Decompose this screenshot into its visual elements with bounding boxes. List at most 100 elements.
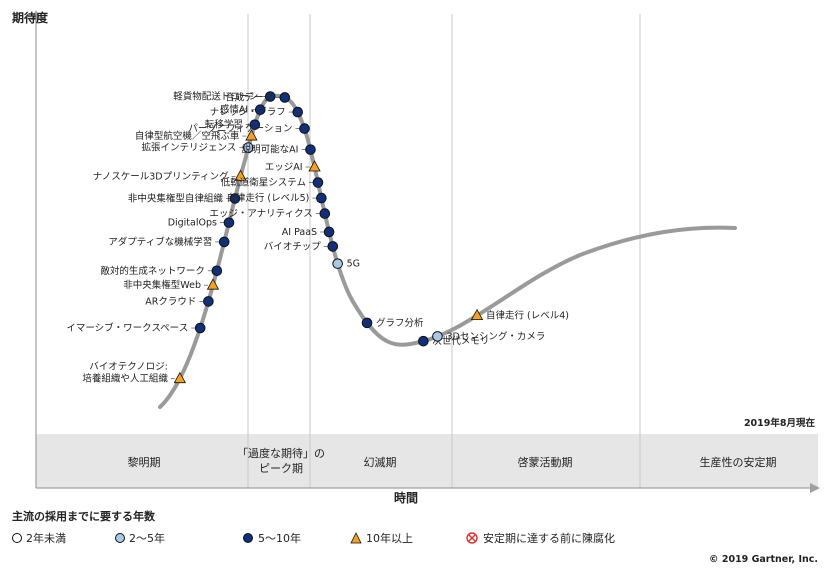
tech-label: AI PaaS (282, 227, 317, 238)
tech-marker-5to10 (254, 104, 266, 116)
tech-marker-5to10 (211, 265, 223, 277)
tech-marker-5to10 (249, 119, 261, 130)
tech-label: 3Dセンシング・カメラ (446, 330, 545, 342)
tech-item: 説明可能なAI (242, 144, 316, 156)
phase-dividers (247, 14, 641, 488)
phase-label-plateau: 生産性の安定期 (700, 455, 777, 469)
copyright: © 2019 Gartner, Inc. (709, 554, 818, 565)
tech-marker-5to10 (264, 91, 276, 102)
tech-marker-5to10 (194, 322, 206, 334)
tech-label: 説明可能なAI (242, 144, 299, 156)
tech-item: 3Dセンシング・カメラ (432, 330, 545, 342)
tech-item: ARクラウド (145, 296, 214, 307)
tech-label: 低軌道衛星システム (221, 177, 306, 189)
tech-item: ナレッジ・グラフ (210, 106, 304, 118)
tech-label: アダプティブな機械学習 (108, 236, 212, 248)
tech-item: 自律型航空機／空飛ぶ車 (135, 129, 258, 142)
x-axis-title: 時間 (394, 490, 418, 505)
tech-marker-5to10 (316, 192, 327, 204)
tech-marker-5to10 (203, 296, 214, 307)
tech-marker-5to10 (305, 144, 316, 155)
tech-item: 感情AI (220, 104, 266, 116)
tech-marker-gt10 (234, 169, 247, 181)
tech-label: 5G (347, 259, 360, 270)
tech-item: イマーシブ・ワークスペース (66, 322, 206, 334)
phase-label-trough: 幻滅期 (364, 456, 397, 469)
y-axis-arrow-icon (31, 10, 41, 20)
tech-label: ナノスケール3Dプリンティング (93, 170, 229, 182)
tech-marker-5to10 (223, 217, 235, 228)
tech-marker-gt10 (245, 129, 258, 141)
axes (31, 10, 820, 493)
technology-markers: バイオテクノロジ:培養組織や人工組織 イマーシブ・ワークスペース ARクラウド 非中央… (66, 91, 569, 385)
tech-label: 非中央集権型Web (123, 279, 201, 291)
tech-marker-2to5 (332, 258, 343, 269)
tech-label: 拡張インテリジェンス (141, 142, 236, 154)
tech-item: エッジ・アナリティクス (209, 208, 331, 220)
tech-label: 次世代メモリ (432, 335, 489, 347)
tech-item: アダプティブな機械学習 (108, 236, 230, 248)
phase-label-innovation: 黎明期 (128, 455, 161, 469)
tech-marker-5to10 (327, 241, 339, 252)
tech-label: エッジ・アナリティクス (209, 209, 312, 220)
tech-label: 非中央集権型自律組織 (128, 192, 224, 204)
tech-label: 転移学習 (205, 119, 243, 131)
tech-marker-5to10 (279, 92, 291, 103)
tech-label: 自律型航空機／空飛ぶ車 (135, 130, 240, 142)
tech-label: DigitalOps (168, 218, 217, 229)
tech-label: バイオテクノロジ:培養組織や人工組織 (82, 362, 168, 385)
tech-marker-5to10 (218, 236, 230, 248)
tech-item: DigitalOps (168, 217, 235, 229)
tech-item: AI PaaS (282, 226, 335, 238)
tech-label: 軽貨物配送ドローン (173, 91, 258, 103)
legend-marker-2to5 (115, 533, 125, 543)
tech-item: グラフ分析 (361, 317, 424, 329)
tech-item: バイオテクノロジ:培養組織や人工組織 (82, 362, 187, 385)
tech-marker-5to10 (229, 193, 241, 204)
tech-marker-5to10 (418, 335, 429, 347)
tech-marker-5to10 (319, 208, 331, 219)
tech-marker-gt10 (470, 308, 484, 321)
tech-item: 自律走行 (レベル5) (226, 192, 327, 204)
legend-marker-5to10 (243, 533, 253, 543)
legend-label-obsolete: 安定期に達する前に陳腐化 (483, 531, 615, 545)
tech-label: バイオチップ (264, 241, 322, 252)
tech-label: 自律走行 (レベル4) (486, 310, 569, 322)
tech-marker-gt10 (173, 371, 187, 384)
tech-label: イマーシブ・ワークスペース (66, 322, 188, 334)
tech-item: エッジAI (265, 160, 321, 173)
phase-label-peak: 「過度な期待」の ピーク期 (237, 446, 325, 475)
tech-item: バイオチップ (264, 241, 339, 252)
legend-marker-obsolete (466, 532, 478, 544)
tech-label: 自律走行 (レベル5) (226, 192, 309, 204)
phase-label-peak-line2: ピーク期 (259, 462, 303, 475)
tech-item: 転移学習 (205, 119, 261, 131)
tech-marker-2to5 (242, 142, 254, 153)
y-axis-title: 期待度 (12, 10, 49, 25)
legend-title: 主流の採用までに要する年数 (12, 509, 156, 523)
tech-item: 合成データ (225, 91, 291, 103)
tech-label: 感情AI (220, 104, 248, 116)
tech-item: 次世代メモリ (418, 335, 489, 347)
legend: 主流の採用までに要する年数 2年未満 2～5年 5～10年 10年以上 安定期に… (12, 509, 615, 545)
x-axis-arrow-icon (810, 483, 820, 493)
tech-label: エッジAI (265, 162, 303, 173)
hype-curve (158, 93, 737, 409)
legend-label-5to10: 5～10年 (258, 531, 301, 545)
tech-marker-2to5 (432, 331, 443, 342)
tech-label: 合成データ (225, 91, 273, 103)
tech-item: 自律走行 (レベル4) (470, 308, 569, 322)
tech-marker-gt10 (308, 160, 321, 172)
tech-label: ナレッジ・グラフ (210, 106, 286, 118)
tech-label: パーソニフィケーション (188, 124, 292, 135)
legend-label-gt10: 10年以上 (366, 531, 413, 545)
legend-label-lt2: 2年未満 (26, 531, 66, 545)
tech-marker-5to10 (361, 317, 373, 329)
tech-item: 5G (332, 258, 360, 270)
legend-label-2to5: 2～5年 (129, 531, 165, 545)
as-of-date: 2019年8月現在 (744, 417, 816, 429)
tech-item: 拡張インテリジェンス (141, 142, 254, 154)
tech-label: グラフ分析 (376, 317, 424, 329)
tech-label: ARクラウド (145, 296, 196, 307)
